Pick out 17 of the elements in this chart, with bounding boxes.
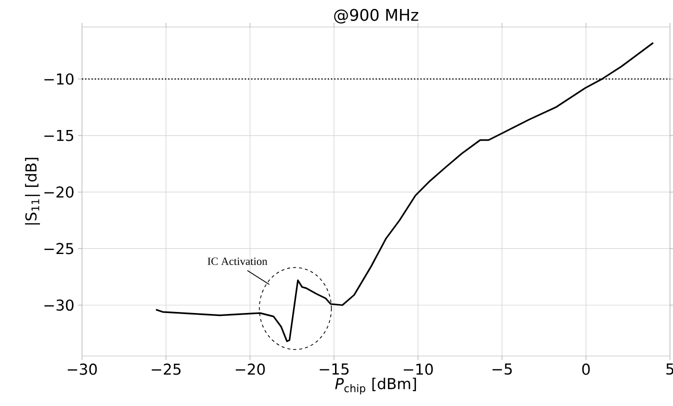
y-tick-label: −20: [44, 186, 74, 198]
x-tick-label: 0: [582, 364, 590, 375]
annotation: IC Activation: [208, 258, 268, 265]
x-tick-label: −30: [68, 364, 97, 375]
x-tick-label: −25: [152, 364, 181, 375]
x-tick-label: −5: [492, 364, 512, 375]
x-tick-label: −15: [320, 364, 349, 375]
y-tick-label: −15: [44, 130, 74, 142]
y-axis-title: |S$_{11}$| [dB]: [24, 158, 40, 224]
x-tick-label: −20: [236, 364, 265, 375]
x-tick-label: −10: [404, 364, 433, 375]
y-tick-label: −30: [44, 299, 74, 311]
y-tick-label: −25: [44, 242, 74, 254]
x-axis-title: P$_{chip}$ [dBm]: [335, 378, 416, 394]
chart-title: @900 MHz: [334, 8, 418, 24]
y-tick-label: −10: [44, 73, 74, 85]
x-tick-label: 5: [666, 364, 673, 375]
